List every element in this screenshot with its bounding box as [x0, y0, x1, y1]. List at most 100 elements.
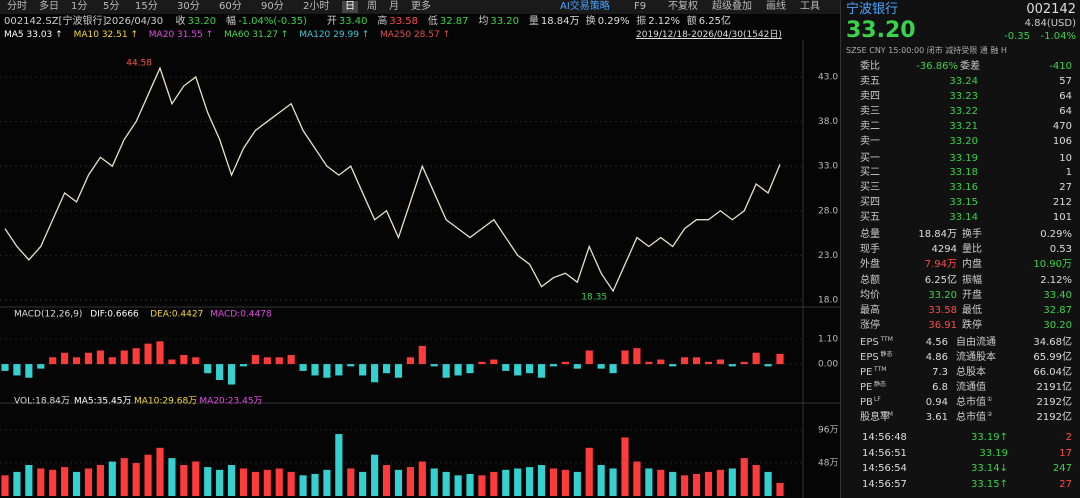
bar	[585, 447, 593, 496]
stat-label: 开盘	[962, 289, 982, 301]
ma-legend: MA5 33.03 ↑	[4, 30, 63, 40]
bar	[84, 352, 93, 365]
ma-legend: MA20 31.55 ↑	[148, 30, 214, 40]
toolbar-tool[interactable]: F9	[634, 1, 647, 12]
toolbar-tab[interactable]: 周	[367, 1, 377, 12]
book-level: 买五	[860, 212, 880, 224]
bar	[37, 364, 45, 369]
bar	[1, 475, 9, 496]
toolbar-tab[interactable]: 60分	[219, 1, 242, 12]
toolbar-tab[interactable]: 月	[389, 1, 399, 12]
toolbar-tool[interactable]: 画线	[766, 1, 786, 12]
bar	[359, 364, 367, 376]
fund-value: 2191亿	[1036, 382, 1072, 393]
fund-label: 自由流通	[956, 337, 996, 348]
book-price: 33.22	[949, 105, 978, 117]
bar	[37, 468, 45, 496]
last-price: 33.20	[846, 18, 916, 43]
fund-value: 34.68亿	[1033, 337, 1072, 348]
high-annotation: 44.58	[126, 58, 152, 68]
bar	[430, 468, 438, 496]
bar	[776, 353, 784, 365]
bar	[776, 483, 784, 496]
pane-title: VOL:18.84万	[14, 397, 70, 407]
pane-legend: DEA:0.4427	[150, 310, 203, 320]
toolbar-tab[interactable]: 2小时	[303, 1, 330, 12]
y-tick-label: 0.00	[818, 360, 838, 370]
tick-volume: 2	[1065, 432, 1072, 443]
bar	[347, 468, 355, 496]
bar	[549, 364, 558, 367]
toolbar-tab[interactable]: 1分	[71, 1, 88, 12]
y-tick-label: 28.0	[818, 206, 838, 216]
quote-item: 换	[585, 16, 596, 27]
toolbar-tool[interactable]: AI交易策略	[560, 1, 610, 12]
toolbar-tab[interactable]: 30分	[177, 1, 200, 12]
usd-price: 4.84(USD)	[1024, 18, 1076, 29]
fund-value: 65.99亿	[1033, 352, 1072, 363]
tick-time: 14:56:54	[862, 463, 907, 475]
quote-panel	[840, 0, 1080, 498]
fund-label: 总市值	[956, 412, 986, 423]
bar	[514, 364, 522, 376]
date-range[interactable]: 2019/12/18-2026/04/30(1542日)	[636, 30, 782, 40]
bar	[382, 364, 391, 374]
toolbar-tab[interactable]: 分时	[7, 1, 27, 12]
bar	[227, 364, 236, 385]
bar	[192, 461, 200, 496]
bar	[728, 364, 736, 367]
quote-item: 量	[528, 16, 539, 27]
toolbar-tool[interactable]: 工具	[800, 1, 820, 12]
stat-value: 36.91	[928, 320, 957, 332]
bar	[120, 458, 128, 496]
book-level: 卖二	[860, 120, 880, 132]
toolbar-tab[interactable]: 日	[342, 1, 358, 13]
bar	[418, 461, 426, 496]
bar	[72, 471, 81, 496]
toolbar-tool[interactable]: 不复权	[668, 1, 698, 12]
bar	[728, 468, 736, 496]
bar	[764, 471, 772, 496]
bar	[49, 357, 57, 365]
bar	[657, 469, 665, 496]
stat-value: 4294	[931, 244, 957, 256]
low-annotation: 18.35	[581, 292, 607, 302]
bar	[704, 361, 713, 365]
bar	[49, 469, 57, 496]
fund-value: 0.94	[925, 397, 948, 408]
quote-item: 均	[478, 16, 489, 27]
book-level: 买四	[860, 197, 880, 209]
toolbar-tab[interactable]: 多日	[39, 1, 59, 12]
bar	[561, 361, 569, 365]
toolbar-tab[interactable]: 90分	[261, 1, 284, 12]
stat-value: 18.84万	[918, 229, 957, 240]
bar	[156, 341, 164, 365]
fund-value: 4.86	[925, 352, 948, 363]
toolbar-tab[interactable]: 15分	[135, 1, 158, 12]
book-level: 卖五	[860, 76, 880, 87]
book-price: 33.20	[949, 135, 978, 147]
toolbar-tool[interactable]: 超级叠加	[712, 1, 752, 12]
fund-sup: TTM	[874, 366, 887, 373]
book-volume: 64	[1059, 90, 1072, 102]
bar	[597, 465, 605, 496]
bar	[263, 469, 271, 496]
pane-legend: MA10:29.68万	[134, 397, 197, 407]
bar	[323, 364, 331, 378]
book-volume: 101	[1052, 212, 1072, 224]
toolbar-tab[interactable]: 5分	[103, 1, 120, 12]
quote-item: 33.20	[187, 16, 217, 27]
bar	[84, 468, 93, 496]
tick-price: 33.15↑	[970, 479, 1008, 491]
bar	[537, 465, 546, 496]
quote-item: 18.84万	[540, 16, 580, 27]
ma-legend: MA10 32.51 ↑	[73, 30, 138, 40]
kline-chart: 43.0 38.0 33.0 28.0 23.0 18.0 44.58 18.35 1.10 0.…	[0, 40, 840, 498]
toolbar-tab[interactable]: 更多	[411, 1, 431, 12]
tick-volume: 27	[1059, 479, 1072, 491]
bar	[716, 359, 724, 365]
bar	[263, 357, 271, 365]
bar	[490, 471, 498, 496]
bar	[275, 357, 283, 365]
bar	[335, 364, 343, 376]
